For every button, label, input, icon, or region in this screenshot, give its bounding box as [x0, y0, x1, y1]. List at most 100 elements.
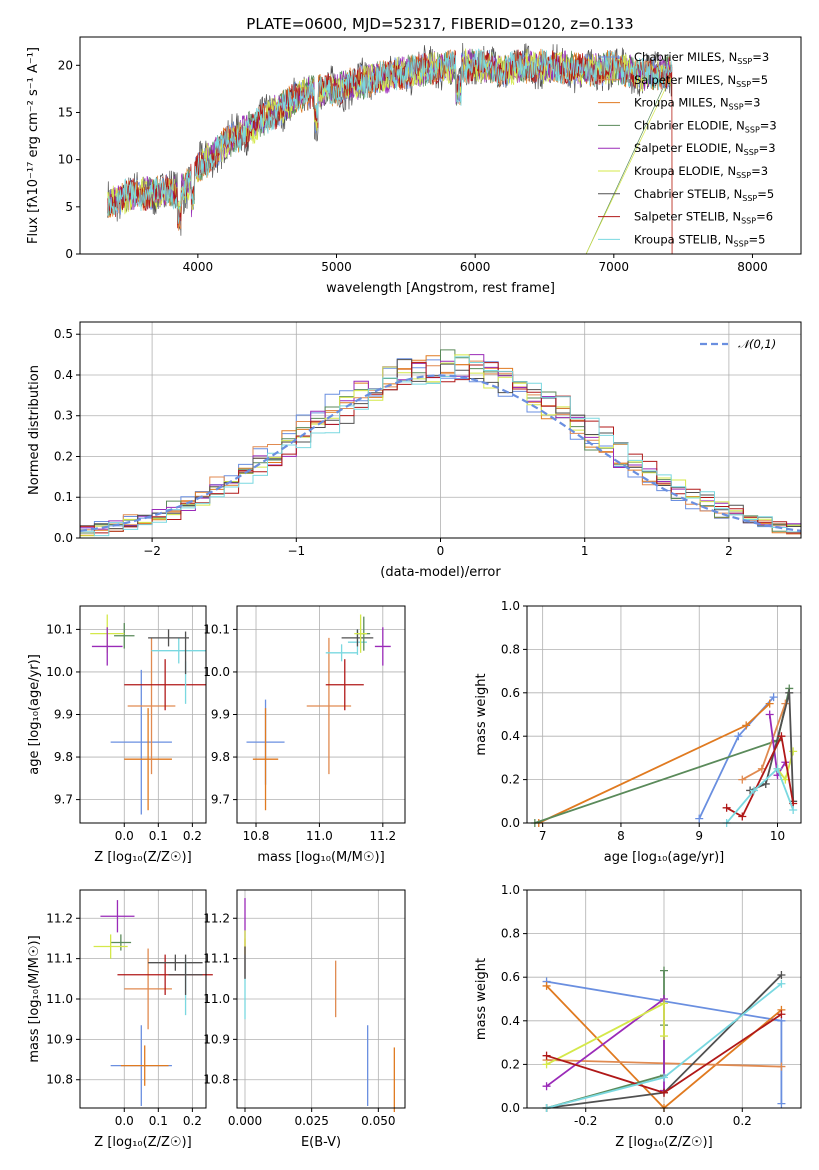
y-tick-label: 0.8 [501, 927, 520, 941]
mass-weight-line-5 [546, 1001, 665, 1066]
point-marker [777, 1062, 786, 1071]
x-tick-label: 10 [770, 829, 785, 843]
point-marker [542, 1060, 551, 1069]
y-axis-label: age [log₁₀(age/yr)] [27, 654, 42, 775]
point-marker [738, 812, 747, 821]
x-axis-label: (data-model)/error [380, 565, 501, 580]
mass-weight-line-3 [534, 688, 791, 824]
x-tick-label: 0 [437, 544, 445, 558]
x-tick-label: 11.2 [369, 829, 396, 843]
y-tick-label: 10.8 [46, 1073, 73, 1087]
x-tick-label: 0.2 [733, 1114, 752, 1128]
x-tick-label: 0.1 [149, 1114, 168, 1128]
histogram-step-8 [80, 356, 801, 537]
y-axis-label: mass [log₁₀(M/M☉)] [27, 935, 42, 1062]
point-marker [742, 721, 751, 730]
point-marker [777, 979, 786, 988]
panel-7: -0.2 0.0 0.2 0.0 0.2 0.4 0.6 0.8 1.0 Z [log₁₀(Z/Z… [474, 883, 802, 1150]
point-marker [789, 805, 798, 814]
panel-5: 0.0 0.1 0.2 10.8 10.9 11.0 11.1 11.2 Z [log₁₀(Z/… [27, 889, 213, 1150]
point-marker [722, 803, 731, 812]
point-marker [765, 710, 774, 719]
plot-area [90, 614, 206, 815]
y-tick-label: 11.1 [46, 952, 73, 966]
point-marker [789, 747, 798, 756]
y-tick-label: 0.4 [54, 368, 73, 382]
x-tick-label: 0.0 [115, 829, 134, 843]
y-tick-label: 0 [65, 247, 73, 261]
point-marker [777, 1010, 786, 1019]
x-axis-label: Z [log₁₀(Z/Z☉)] [94, 1135, 191, 1150]
point-marker [660, 966, 668, 975]
plot-area [530, 684, 798, 827]
point-marker [750, 786, 759, 795]
y-tick-label: 10.9 [46, 1032, 73, 1046]
y-tick-label: 5 [65, 200, 73, 214]
plot-area [107, 42, 673, 255]
legend-entry: Kroupa ELODIE, NSSP=3 [634, 164, 768, 180]
y-tick-label: 0.4 [501, 729, 520, 743]
x-axis-label: Z [log₁₀(Z/Z☉)] [615, 1135, 712, 1150]
plot-area [79, 349, 802, 537]
point-marker [769, 693, 778, 702]
point-marker [542, 1082, 551, 1091]
y-tick-label: 0.6 [501, 686, 520, 700]
y-tick-label: 11.1 [203, 952, 230, 966]
plot-area [246, 614, 391, 811]
y-tick-label: 0.0 [501, 1101, 520, 1115]
y-tick-label: 0.8 [501, 642, 520, 656]
y-axis-label: mass weight [474, 673, 489, 755]
axes-frame [526, 605, 802, 824]
y-tick-label: 0.0 [501, 816, 520, 830]
legend-entry: Kroupa STELIB, NSSP=5 [634, 232, 765, 248]
y-tick-label: 0.2 [501, 1057, 520, 1071]
mass-weight-line-8 [725, 767, 795, 824]
normal-curve [79, 374, 802, 532]
mass-weight-line-2 [538, 702, 771, 824]
x-tick-label: 0.0 [115, 1114, 134, 1128]
legend-entry: Salpeter STELIB, NSSP=6 [634, 210, 773, 226]
point-marker [660, 1032, 668, 1041]
point-marker [695, 814, 704, 823]
x-axis-label: E(B-V) [301, 1135, 341, 1150]
y-axis-label: Flux [fλ10⁻¹⁷ erg cm⁻² s⁻¹ A⁻¹] [26, 47, 41, 244]
y-tick-label: 0.4 [501, 1014, 520, 1028]
point-marker [660, 999, 668, 1008]
y-tick-label: 0.2 [501, 773, 520, 787]
point-marker [757, 764, 766, 773]
x-axis-label: Z [log₁₀(Z/Z☉)] [94, 850, 191, 865]
y-tick-label: 9.8 [211, 750, 230, 764]
panel-3: 10.8 11.0 11.2 9.7 9.8 9.9 10.0 10.1 mass [log₁₀… [203, 605, 406, 865]
y-tick-label: 9.7 [54, 793, 73, 807]
x-tick-label: 10.8 [243, 829, 270, 843]
x-tick-label: 0.2 [183, 829, 202, 843]
mass-weight-line-0 [698, 696, 775, 820]
y-tick-label: 10.1 [46, 622, 73, 636]
x-tick-label: −1 [287, 544, 305, 558]
y-tick-label: 10.0 [46, 665, 73, 679]
x-tick-label: 0.1 [149, 829, 168, 843]
y-tick-label: 0.2 [54, 449, 73, 463]
point-marker [542, 1051, 551, 1060]
x-tick-label: 1 [581, 544, 589, 558]
plot-area [244, 898, 395, 1113]
y-axis-label: Normed distribution [27, 365, 42, 495]
y-tick-label: 0.5 [54, 327, 73, 341]
x-tick-label: -0.2 [574, 1114, 597, 1128]
plot-area [542, 966, 786, 1112]
y-tick-label: 0.6 [501, 970, 520, 984]
x-tick-label: 8 [617, 829, 625, 843]
y-tick-label: 11.2 [203, 911, 230, 925]
legend-entry: Chabrier MILES, NSSP=3 [634, 50, 769, 66]
x-axis-label: wavelength [Angstrom, rest frame] [326, 281, 555, 296]
point-marker [785, 688, 794, 697]
y-tick-label: 0.0 [54, 531, 73, 545]
y-tick-label: 10.1 [203, 622, 230, 636]
x-tick-label: 7 [539, 829, 547, 843]
point-marker [777, 1099, 786, 1108]
y-tick-label: 0.1 [54, 490, 73, 504]
y-tick-label: 9.8 [54, 750, 73, 764]
spectrum-line-8 [107, 48, 673, 225]
y-tick-label: 10.8 [203, 1073, 230, 1087]
